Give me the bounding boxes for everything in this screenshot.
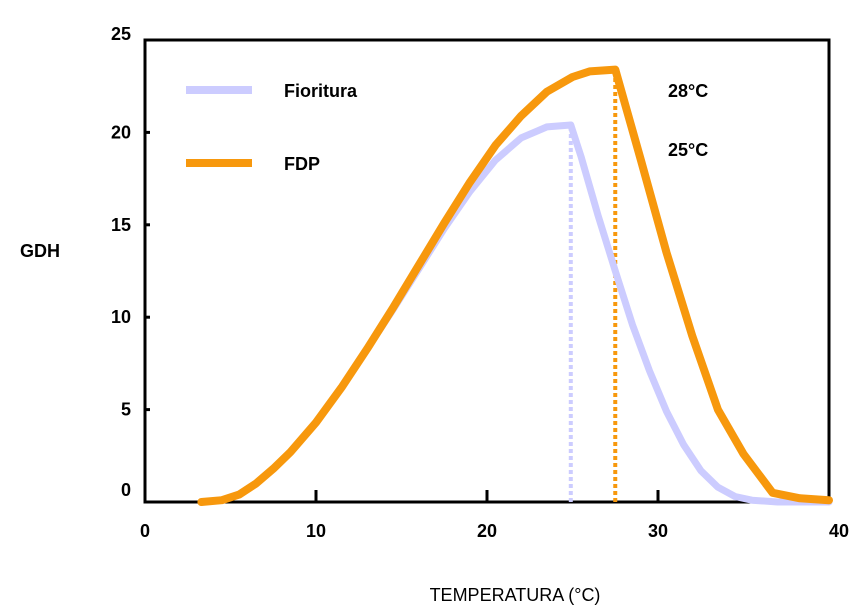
x-tick-marks (314, 490, 660, 502)
x-tick-label-0: 0 (140, 521, 150, 541)
x-tick-label-20: 20 (477, 521, 497, 541)
x-tick-label-10: 10 (306, 521, 326, 541)
y-tick-label-5: 5 (121, 400, 131, 420)
legend-label-fdp: FDP (284, 154, 320, 174)
threshold-lines (568, 69, 618, 502)
y-tick-label-10: 10 (111, 307, 131, 327)
series-line-fdp (197, 65, 833, 506)
y-tick-label-25: 25 (111, 24, 131, 44)
y-axis-title: GDH (20, 241, 60, 261)
annotation-28c: 28°C (668, 81, 708, 101)
y-tick-marks (145, 130, 150, 412)
x-axis-title: TEMPERATURA (°C) (430, 585, 601, 605)
x-tick-labels: 0 10 20 30 40 (140, 521, 849, 541)
x-tick-label-40: 40 (829, 521, 849, 541)
legend-label-fioritura: Fioritura (284, 81, 358, 101)
x-tick-label-30: 30 (648, 521, 668, 541)
y-tick-labels: 0 5 10 15 20 25 (111, 24, 131, 500)
y-tick-label-15: 15 (111, 215, 131, 235)
legend: Fioritura FDP (186, 81, 358, 174)
y-tick-label-20: 20 (111, 122, 131, 142)
y-tick-label-0: 0 (121, 480, 131, 500)
series-lines (197, 65, 833, 506)
annotation-25c: 25°C (668, 140, 708, 160)
plot-frame (143, 38, 831, 504)
